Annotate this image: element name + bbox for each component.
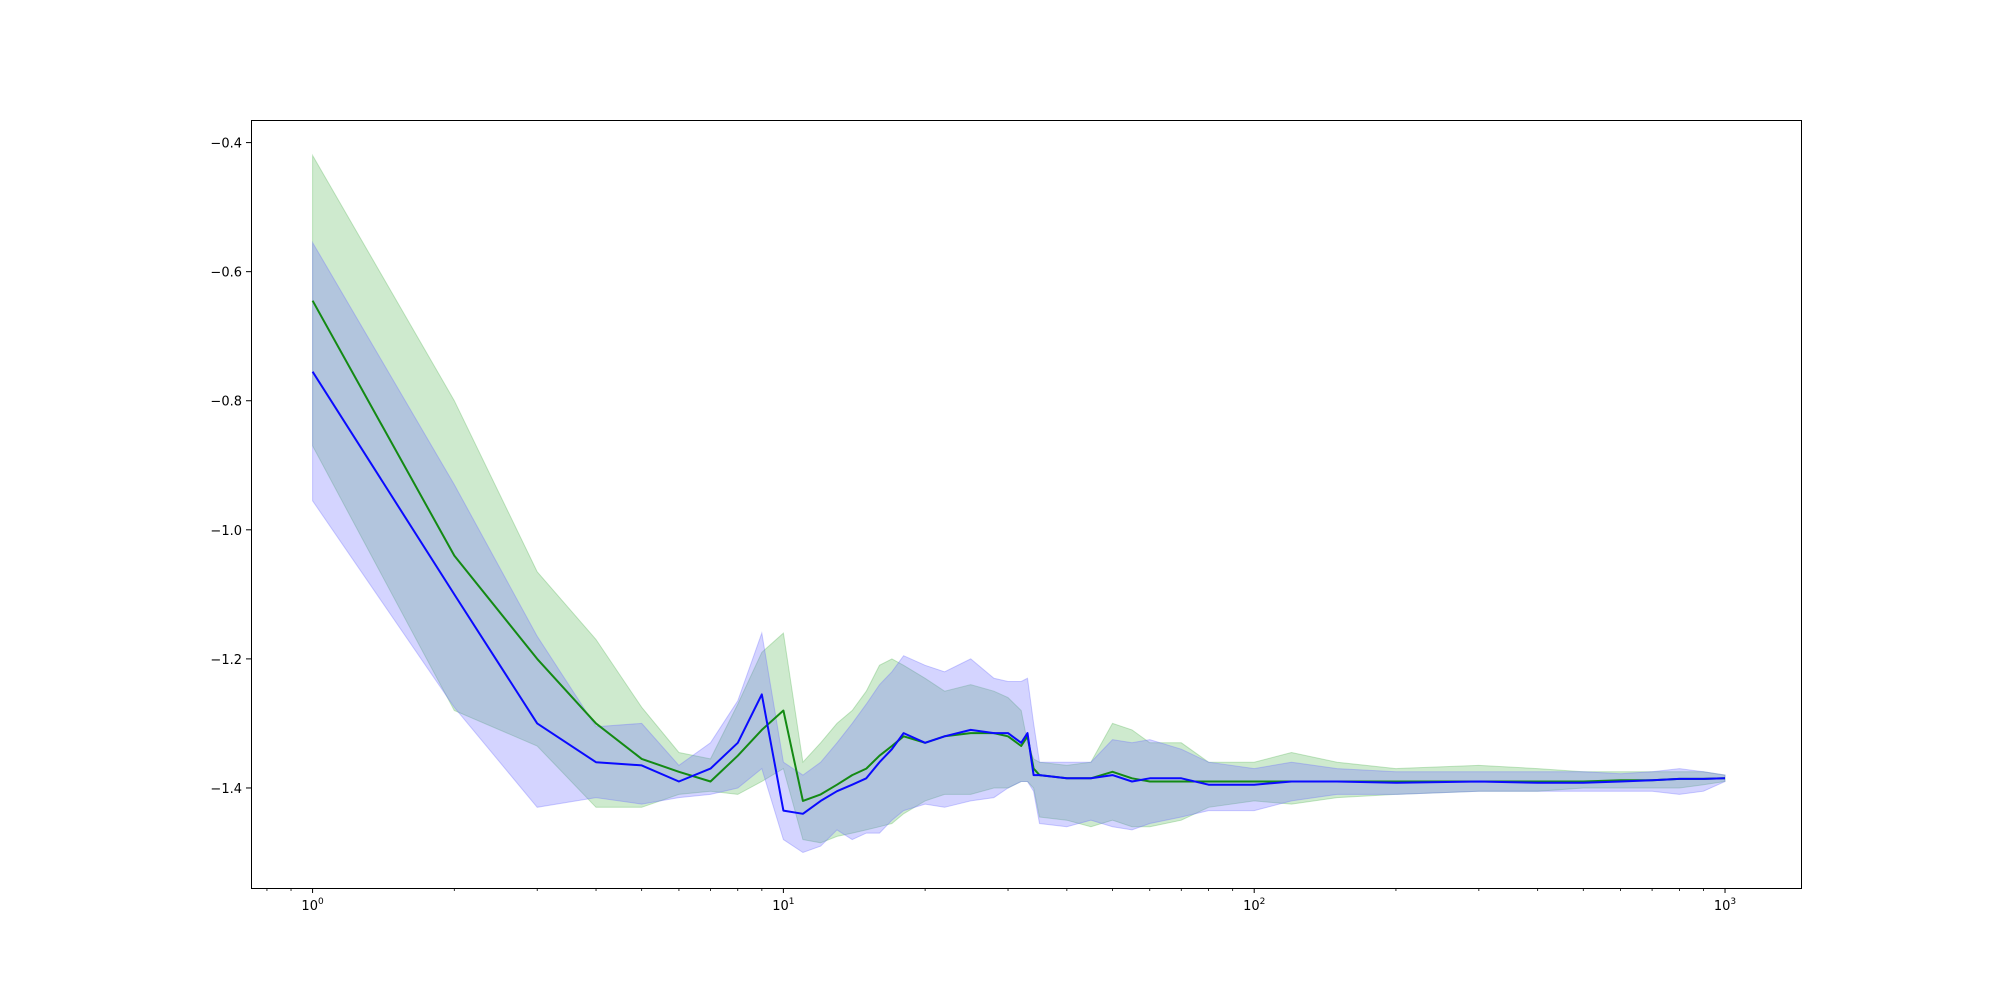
- series-2-line: [311, 371, 1726, 815]
- y-tick-label: −1.2: [210, 653, 242, 668]
- x-tick-label: 103: [1714, 897, 1736, 914]
- y-tick-label: −0.8: [210, 395, 242, 410]
- x-tick-label: 100: [301, 897, 324, 914]
- y-tick-label: −0.6: [210, 266, 242, 281]
- series-lines: [311, 300, 1726, 815]
- x-tick-label: 102: [1243, 897, 1265, 914]
- y-axis: −1.4 −1.2 −1.0 −0.8 −0.6 −0.4: [210, 137, 251, 797]
- x-tick-label: 101: [772, 897, 794, 914]
- plot-frame: [251, 120, 1802, 889]
- confidence-bands: [312, 153, 1726, 854]
- series-1-band: [312, 153, 1726, 844]
- y-tick-label: −0.4: [210, 137, 242, 152]
- y-tick-label: −1.0: [210, 524, 242, 539]
- series-2-band: [312, 240, 1726, 854]
- y-tick-label: −1.4: [210, 782, 242, 797]
- x-axis: 100 101 102 103: [266, 888, 1736, 914]
